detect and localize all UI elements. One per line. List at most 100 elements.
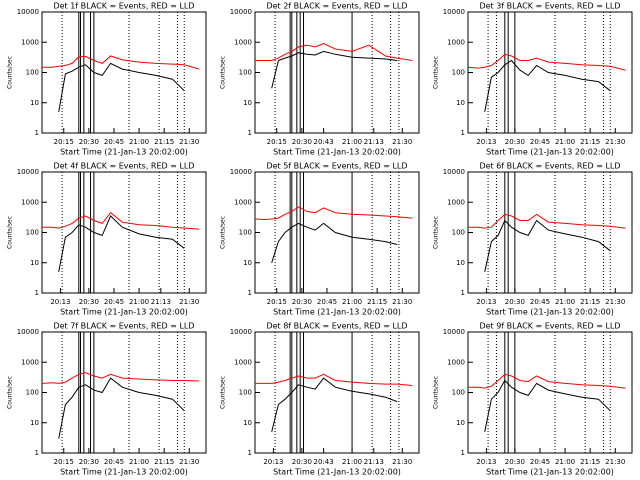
y-axis-label: Counts/sec [7,376,14,409]
x-tick-label: 21:30 [392,138,412,146]
y-tick-label: 10 [243,99,252,107]
y-tick-label: 10 [456,99,465,107]
y-tick-label: 1 [248,129,252,137]
y-tick-label: 1 [35,449,39,457]
x-axis-label: Start Time (21-Jan-13 20:02:00) [60,468,188,477]
y-axis-label: Counts/sec [433,56,440,89]
x-tick-label: 21:00 [342,458,362,466]
x-tick-label: 21:15 [367,298,387,306]
y-tick-label: 10000 [17,328,39,336]
x-tick-label: 21:00 [129,298,149,306]
chart-title: Det 7f BLACK = Events, RED = LLD [53,322,194,331]
y-tick-label: 1000 [234,198,252,206]
series-line [271,377,398,433]
y-tick-label: 1 [461,449,465,457]
x-tick-label: 20:30 [79,138,99,146]
series-line [271,222,398,263]
series-line [58,215,185,272]
x-tick-label: 21:00 [342,138,362,146]
x-tick-label: 20:13 [476,138,496,146]
plot-frame [467,171,633,294]
x-tick-label: 20:45 [317,298,337,306]
series-line [255,43,413,61]
series-line [255,373,413,386]
series-line [58,377,185,439]
y-tick-label: 100 [239,389,252,397]
y-tick-label: 10 [30,419,39,427]
x-tick-label: 21:30 [605,298,625,306]
series-line [484,219,611,273]
x-tick-label: 20:13 [50,298,70,306]
y-tick-label: 10 [243,419,252,427]
x-tick-label: 21:15 [580,298,600,306]
x-tick-label: 20:13 [476,298,496,306]
x-axis-label: Start Time (21-Jan-13 20:02:00) [273,468,401,477]
x-axis-label: Start Time (21-Jan-13 20:02:00) [60,308,188,317]
x-tick-label: 21:00 [342,298,362,306]
y-tick-label: 1000 [21,38,39,46]
series-line [271,50,398,89]
x-tick-label: 21:00 [555,458,575,466]
x-tick-label: 21:13 [364,458,384,466]
y-tick-label: 1000 [234,38,252,46]
x-tick-label: 20:45 [104,138,124,146]
x-tick-label: 20:30 [79,298,99,306]
y-tick-label: 1 [35,129,39,137]
x-tick-label: 20:13 [476,458,496,466]
series-line [41,372,200,384]
x-tick-label: 20:45 [104,458,124,466]
y-tick-label: 10 [243,259,252,267]
x-tick-label: 20:45 [530,458,550,466]
plot-frame [41,171,207,294]
y-tick-label: 1000 [21,198,39,206]
x-tick-label: 21:15 [580,458,600,466]
y-tick-label: 10 [30,259,39,267]
y-tick-label: 100 [452,389,465,397]
x-tick-label: 21:30 [392,298,412,306]
chart-title: Det 1f BLACK = Events, RED = LLD [53,2,194,11]
y-tick-label: 10000 [230,328,252,336]
y-tick-label: 10000 [17,168,39,176]
x-tick-label: 20:30 [505,298,525,306]
y-tick-label: 10 [456,259,465,267]
chart-title: Det 8f BLACK = Events, RED = LLD [266,322,407,331]
x-tick-label: 21:15 [154,458,174,466]
y-axis-label: Counts/sec [220,376,227,409]
y-tick-label: 100 [452,229,465,237]
x-tick-label: 21:30 [179,458,199,466]
series-line [484,59,611,112]
y-tick-label: 10000 [17,8,39,16]
y-axis-label: Counts/sec [7,216,14,249]
y-tick-label: 1000 [447,198,465,206]
x-tick-label: 20:13 [263,458,283,466]
series-line [484,379,611,433]
y-tick-label: 1 [248,449,252,457]
y-axis-label: Counts/sec [220,56,227,89]
y-tick-label: 10000 [443,328,465,336]
y-tick-label: 100 [452,69,465,77]
series-line [42,55,200,70]
chart-title: Det 5f BLACK = Events, RED = LLD [266,162,407,171]
y-tick-label: 100 [239,229,252,237]
plot-frame [41,331,207,454]
x-tick-label: 21:13 [151,298,171,306]
y-axis-label: Counts/sec [7,56,14,89]
x-tick-label: 21:00 [129,458,149,466]
x-tick-label: 20:30 [292,138,312,146]
x-tick-label: 20:30 [79,458,99,466]
series-line [42,211,200,230]
y-tick-label: 100 [239,69,252,77]
x-axis-label: Start Time (21-Jan-13 20:02:00) [486,148,614,157]
x-tick-label: 21:15 [154,138,174,146]
x-tick-label: 21:00 [129,138,149,146]
x-tick-label: 21:30 [392,458,412,466]
x-tick-label: 21:30 [179,298,199,306]
y-tick-label: 1 [461,129,465,137]
x-tick-label: 20:45 [104,298,124,306]
series-line [468,373,626,389]
x-tick-label: 20:15 [54,458,74,466]
y-tick-label: 1000 [234,358,252,366]
y-tick-label: 10000 [230,8,252,16]
x-tick-label: 20:43 [314,458,334,466]
